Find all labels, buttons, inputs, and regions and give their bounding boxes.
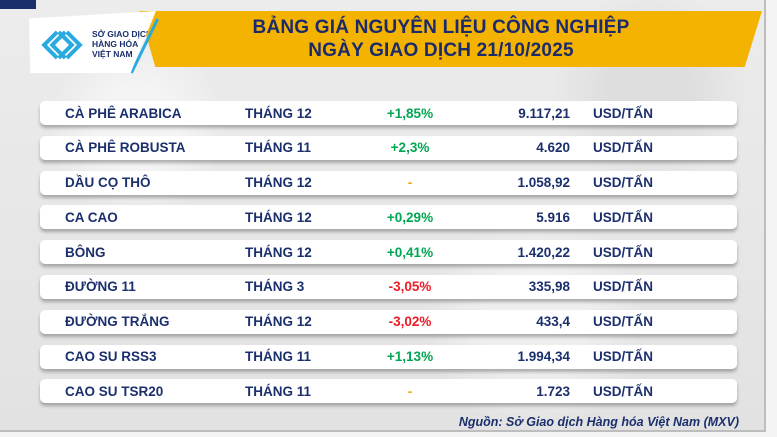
price-unit: USD/TẤN [593,209,653,225]
table-row: ĐƯỜNG TRẮNG THÁNG 12 -3,02% 433,4 USD/TẤ… [40,309,737,334]
price-unit: USD/TẤN [593,244,653,260]
table-row: ĐƯỜNG 11 THÁNG 3 -3,05% 335,98 USD/TẤN [40,274,737,299]
trade-date: NGÀY GIAO DỊCH 21/10/2025 [308,40,574,61]
change-percent: - [407,383,413,399]
change-percent: +0,29% [386,209,434,225]
table-row: CÀ PHÊ ROBUSTA THÁNG 11 +2,3% 4.620 USD/… [40,135,737,160]
commodity-name: CÀ PHÊ ROBUSTA [65,140,186,156]
logo-text-line1: SỞ GIAO DỊCH [92,29,153,39]
price-value: 1.994,34 [517,349,570,365]
table-row: BÔNG THÁNG 12 +0,41% 1.420,22 USD/TẤN [40,240,737,265]
corner-accent [0,0,36,9]
contract-month: THÁNG 12 [245,209,312,225]
commodity-name: CAO SU RSS3 [65,349,157,365]
price-value: 5.916 [536,209,570,225]
table-row: CA CAO THÁNG 12 +0,29% 5.916 USD/TẤN [40,205,737,230]
price-value: 4.620 [536,140,570,156]
table-row: CAO SU TSR20 THÁNG 11 - 1.723 USD/TẤN [40,379,737,404]
price-value: 9.117,21 [518,105,570,121]
price-value: 433,4 [536,314,570,330]
table-row: DẦU CỌ THÔ THÁNG 12 - 1.058,92 USD/TẤN [40,170,737,195]
change-percent: -3,02% [388,314,432,330]
commodity-name: CÀ PHÊ ARABICA [65,105,182,121]
title-banner: BẢNG GIÁ NGUYÊN LIỆU CÔNG NGHIỆP NGÀY GI… [139,11,762,67]
price-unit: USD/TẤN [593,175,653,191]
price-unit: USD/TẤN [593,140,653,156]
commodity-name: ĐƯỜNG 11 [65,279,136,295]
price-table: CÀ PHÊ ARABICA THÁNG 12 +1,85% 9.117,21 … [40,101,737,404]
change-percent: +2,3% [390,140,430,156]
commodity-name: ĐƯỜNG TRẮNG [65,314,170,330]
mxv-logo-card: SỞ GIAO DỊCH HÀNG HÓA VIỆT NAM [29,11,156,73]
price-unit: USD/TẤN [593,349,653,365]
logo-text-line2: HÀNG HÓA [92,39,139,49]
commodity-name: BÔNG [65,244,106,260]
price-unit: USD/TẤN [593,383,653,399]
commodity-name: CA CAO [65,209,118,225]
commodity-name: DẦU CỌ THÔ [65,175,151,191]
price-value: 1.058,92 [517,175,570,191]
change-percent: - [407,175,413,191]
price-value: 1.723 [536,383,570,399]
table-row: CAO SU RSS3 THÁNG 11 +1,13% 1.994,34 USD… [40,344,737,369]
table-row: CÀ PHÊ ARABICA THÁNG 12 +1,85% 9.117,21 … [40,101,737,125]
change-percent: -3,05% [388,279,432,295]
contract-month: THÁNG 11 [245,349,312,365]
contract-month: THÁNG 3 [245,279,305,295]
page-title: BẢNG GIÁ NGUYÊN LIỆU CÔNG NGHIỆP [252,17,630,38]
price-value: 1.420,22 [517,244,570,260]
price-unit: USD/TẤN [593,279,653,295]
mxv-chevrons-icon [41,30,83,60]
change-percent: +1,85% [386,105,434,121]
contract-month: THÁNG 12 [245,175,312,191]
contract-month: THÁNG 12 [245,244,312,260]
contract-month: THÁNG 12 [245,314,312,330]
logo-text: SỞ GIAO DỊCH HÀNG HÓA VIỆT NAM [92,29,152,59]
contract-month: THÁNG 11 [245,140,312,156]
logo-text-line3: VIỆT NAM [92,49,133,59]
source-note: Nguồn: Sở Giao dịch Hàng hóa Việt Nam (M… [458,415,739,429]
price-unit: USD/TẤN [593,314,653,330]
change-percent: +0,41% [386,244,434,260]
contract-month: THÁNG 12 [245,105,312,121]
commodity-name: CAO SU TSR20 [65,383,164,399]
price-unit: USD/TẤN [593,105,653,121]
price-value: 335,98 [528,279,570,295]
contract-month: THÁNG 11 [245,383,312,399]
change-percent: +1,13% [386,349,434,365]
